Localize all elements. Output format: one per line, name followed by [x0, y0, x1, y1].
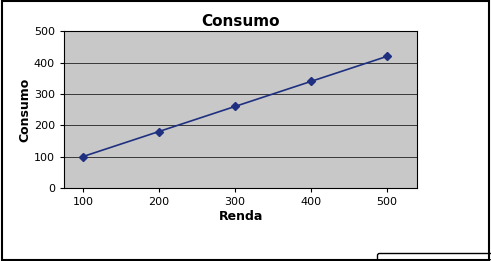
Title: Consumo: Consumo — [201, 14, 280, 29]
Legend: C = 20 + 0,8 Yd: C = 20 + 0,8 Yd — [377, 253, 491, 261]
X-axis label: Renda: Renda — [218, 210, 263, 223]
Y-axis label: Consumo: Consumo — [18, 78, 31, 142]
